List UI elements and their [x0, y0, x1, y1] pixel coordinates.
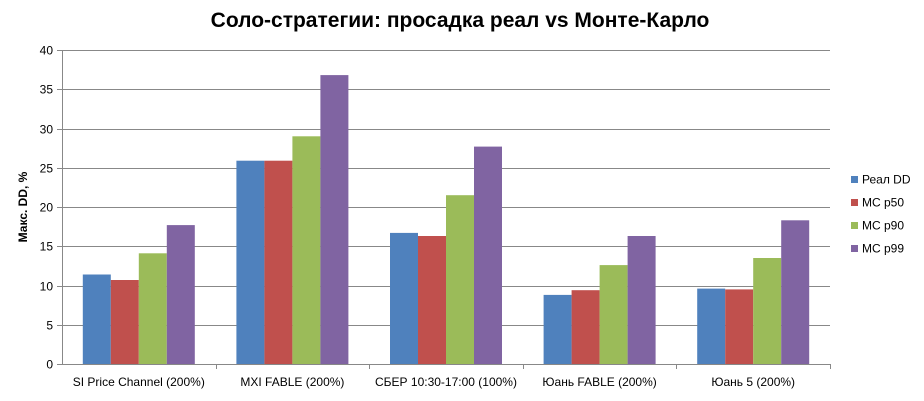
x-tick-label: SI Price Channel (200%) — [73, 375, 205, 389]
y-tick-label: 25 — [40, 162, 54, 176]
bar — [166, 225, 195, 364]
bars — [82, 75, 810, 364]
bar — [474, 146, 502, 364]
legend-swatch — [851, 176, 858, 183]
y-tick-label: 15 — [40, 240, 54, 254]
bar — [264, 160, 293, 364]
y-tick-label: 10 — [40, 280, 54, 294]
bar — [571, 290, 600, 364]
legend-label: MC p50 — [862, 196, 904, 210]
x-tick-label: СБЕР 10:30-17:00 (100%) — [375, 375, 517, 389]
bar — [292, 136, 321, 364]
x-tick-label: MXI FABLE (200%) — [240, 375, 344, 389]
legend-label: Реал DD — [862, 173, 911, 187]
x-tick-label: Юань FABLE (200%) — [542, 375, 656, 389]
bar — [543, 294, 572, 364]
bar — [390, 232, 418, 364]
bar — [110, 280, 139, 364]
y-tick-label: 40 — [40, 44, 54, 58]
bar — [418, 236, 446, 364]
y-tick-label: 30 — [40, 123, 54, 137]
legend-label: MC p99 — [862, 242, 904, 256]
bar — [236, 160, 265, 364]
legend-swatch — [851, 222, 858, 229]
bar — [781, 220, 810, 364]
y-tick-label: 5 — [46, 319, 53, 333]
y-tick-label: 0 — [46, 358, 53, 372]
bar — [599, 265, 628, 364]
chart-title: Соло-стратегии: просадка реал vs Монте-К… — [211, 9, 710, 32]
legend-label: MC p90 — [862, 219, 904, 233]
y-tick-label: 35 — [40, 83, 54, 97]
bar — [82, 274, 111, 364]
bar — [725, 289, 754, 364]
bar — [138, 253, 167, 364]
legend: Реал DD MC p50 MC p90 MC p99 — [851, 173, 911, 256]
x-tick-label: Юань 5 (200%) — [711, 375, 795, 389]
bar — [446, 195, 474, 364]
legend-swatch — [851, 199, 858, 206]
bar — [320, 75, 349, 364]
bar — [753, 258, 782, 364]
bar — [697, 288, 726, 364]
y-axis-label: Макс. DD, % — [16, 171, 30, 242]
legend-swatch — [851, 245, 858, 252]
axes: 0 5 10 15 20 25 30 35 40 SI Price Channel (200%) M… — [40, 44, 831, 389]
y-tick-label: 20 — [40, 201, 54, 215]
bar — [627, 236, 656, 364]
